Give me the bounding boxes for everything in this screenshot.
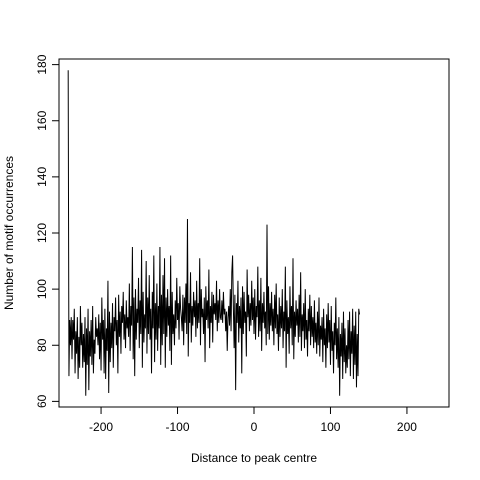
- x-tick-label: 0: [251, 420, 258, 434]
- x-tick-label: 100: [320, 420, 340, 434]
- y-tick-label: 180: [35, 54, 49, 74]
- y-tick-label: 120: [35, 223, 49, 243]
- axis-ticks: -200 -100 0 100 200 60 80 100 120 140 160 180: [35, 54, 417, 434]
- x-axis-label: Distance to peak centre: [191, 451, 317, 465]
- y-tick-label: 60: [35, 394, 49, 408]
- y-tick-label: 140: [35, 167, 49, 187]
- x-tick-label: -100: [166, 420, 190, 434]
- series-line: [67, 70, 361, 396]
- y-tick-label: 100: [35, 279, 49, 299]
- y-axis-label: Number of motif occurrences: [2, 156, 16, 310]
- y-tick-label: 160: [35, 110, 49, 130]
- x-tick-label: 200: [397, 420, 417, 434]
- y-tick-label: 80: [35, 338, 49, 352]
- x-tick-label: -200: [89, 420, 113, 434]
